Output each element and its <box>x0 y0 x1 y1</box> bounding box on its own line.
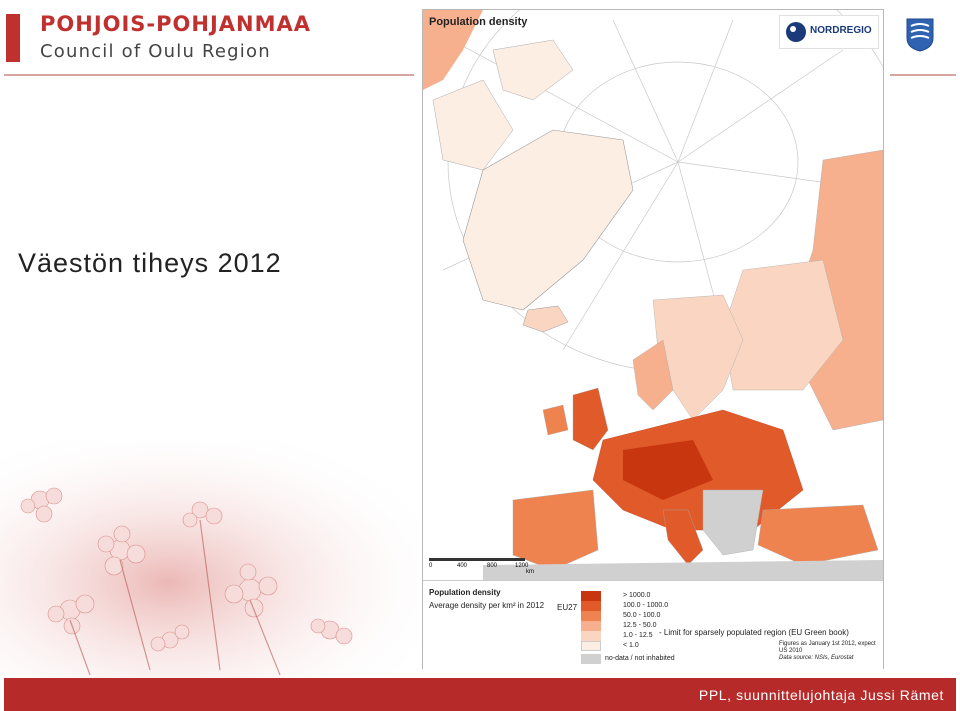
legend-class-label: no-data / not inhabited <box>605 655 675 662</box>
legend-swatch <box>581 654 601 664</box>
scale-tick-800: 800 <box>487 563 498 569</box>
scale-tick-400: 400 <box>457 563 468 569</box>
header-divider-right <box>890 74 956 76</box>
legend-swatch <box>581 621 601 631</box>
brand-accent-bar <box>6 14 20 62</box>
legend-eu-label: EU27 <box>557 603 578 612</box>
population-density-map: Population density NORDREGIO 0 400 800 1… <box>422 9 884 669</box>
nordregio-logo-icon <box>786 22 806 42</box>
legend-class-label: 50.0 - 100.0 <box>623 612 661 619</box>
legend-class-label: 100.0 - 1000.0 <box>623 602 669 609</box>
legend-class: 50.0 - 100.0 <box>581 611 841 621</box>
legend-class-label: 1.0 - 12.5 <box>623 632 653 639</box>
nordregio-logo: NORDREGIO <box>779 15 879 49</box>
brand-name: POHJOIS-POHJANMAA <box>40 12 311 36</box>
legend-swatch <box>581 631 601 641</box>
legend-figures-note: Figures as January 1st 2012, expect US 2… <box>779 641 876 654</box>
legend-swatch <box>581 601 601 611</box>
footer-text: PPL, suunnittelujohtaja Jussi Rämet <box>698 687 944 703</box>
legend-title: Population density <box>429 588 501 597</box>
legend-swatch <box>581 641 601 651</box>
legend-class: > 1000.0 <box>581 591 841 601</box>
legend-class: 12.5 - 50.0 <box>581 621 841 631</box>
slide-title: Väestön tiheys 2012 <box>18 248 282 278</box>
scale-bar-line <box>429 558 525 561</box>
scale-tick-1200: 1200 <box>515 563 529 569</box>
nordregio-logo-text: NORDREGIO <box>810 25 872 36</box>
legend-subtitle: Average density per km² in 2012 <box>429 601 545 610</box>
legend-limit-note: - Limit for sparsely populated region (E… <box>659 628 849 637</box>
legend-notes: Figures as January 1st 2012, expect US 2… <box>779 641 879 662</box>
coat-of-arms-icon <box>906 18 934 52</box>
scale-unit: km <box>526 569 534 575</box>
legend-class-label: 12.5 - 50.0 <box>623 622 657 629</box>
decorative-flowers-image <box>0 440 420 678</box>
footer-bar: PPL, suunnittelujohtaja Jussi Rämet <box>4 678 956 711</box>
legend-class: < 1.0 <box>581 641 841 651</box>
legend-class-label: > 1000.0 <box>623 592 651 599</box>
legend-class-label: < 1.0 <box>623 642 639 649</box>
brand-subtitle: Council of Oulu Region <box>40 41 271 62</box>
legend-class: no-data / not inhabited <box>581 654 841 664</box>
header-divider-left <box>4 74 414 76</box>
legend-class: 100.0 - 1000.0 <box>581 601 841 611</box>
map-legend: Population density Average density per k… <box>423 580 883 669</box>
scale-tick-0: 0 <box>429 563 433 569</box>
legend-class: 1.0 - 12.5 <box>581 631 841 641</box>
europe-map-image <box>423 10 883 580</box>
legend-swatch <box>581 591 601 601</box>
map-scale-bar: 0 400 800 1200 km <box>429 558 549 578</box>
legend-swatch <box>581 611 601 621</box>
legend-source-note: Data source: NSIs, Eurostat <box>779 655 854 661</box>
map-title: Population density <box>429 16 528 28</box>
